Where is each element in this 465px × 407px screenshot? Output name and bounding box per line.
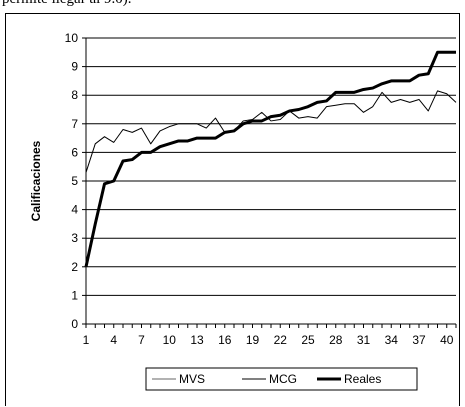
xtick-label-34: 34 (385, 333, 399, 347)
legend-label-mvs: MVS (179, 372, 205, 386)
xtick-label-1: 1 (83, 333, 90, 347)
ytick-label-4: 4 (71, 203, 78, 217)
ytick-label-6: 6 (71, 145, 78, 159)
ytick-label-5: 5 (71, 174, 78, 188)
ytick-label-3: 3 (71, 231, 78, 245)
y-axis-label: Calificaciones (29, 140, 43, 221)
ytick-label-2: 2 (71, 260, 78, 274)
ytick-label-0: 0 (71, 317, 78, 331)
ytick-label-9: 9 (71, 60, 78, 74)
caption-text: permite llegar al 9.0). (2, 0, 132, 8)
legend-label-reales: Reales (344, 372, 381, 386)
legend-label-mcg: MCG (269, 372, 297, 386)
series-line-mcg (85, 90, 457, 173)
ytick-label-10: 10 (65, 31, 79, 45)
ytick-label-1: 1 (71, 288, 78, 302)
xtick-label-28: 28 (329, 333, 343, 347)
series-line-reales (84, 50, 456, 268)
chart-frame: 0 1 2 3 4 5 6 7 8 9 10 1 4 7 10 13 16 19 22 25 28 31 34 37 40 Cal… (5, 13, 460, 406)
xtick-label-22: 22 (274, 333, 288, 347)
xtick-label-19: 19 (246, 333, 260, 347)
xtick-label-10: 10 (163, 333, 177, 347)
ytick-label-8: 8 (71, 88, 78, 102)
xtick-label-16: 16 (218, 333, 232, 347)
xtick-label-7: 7 (138, 333, 145, 347)
legend-box (145, 367, 418, 391)
page-caption-fragment: permite llegar al 9.0). (0, 0, 465, 30)
xtick-label-40: 40 (440, 333, 454, 347)
ytick-label-7: 7 (71, 117, 78, 131)
xtick-label-4: 4 (110, 333, 117, 347)
xtick-label-25: 25 (301, 333, 315, 347)
xtick-label-37: 37 (412, 333, 426, 347)
xtick-label-31: 31 (357, 333, 371, 347)
series-line-mvs (85, 51, 456, 267)
xtick-label-13: 13 (190, 333, 204, 347)
